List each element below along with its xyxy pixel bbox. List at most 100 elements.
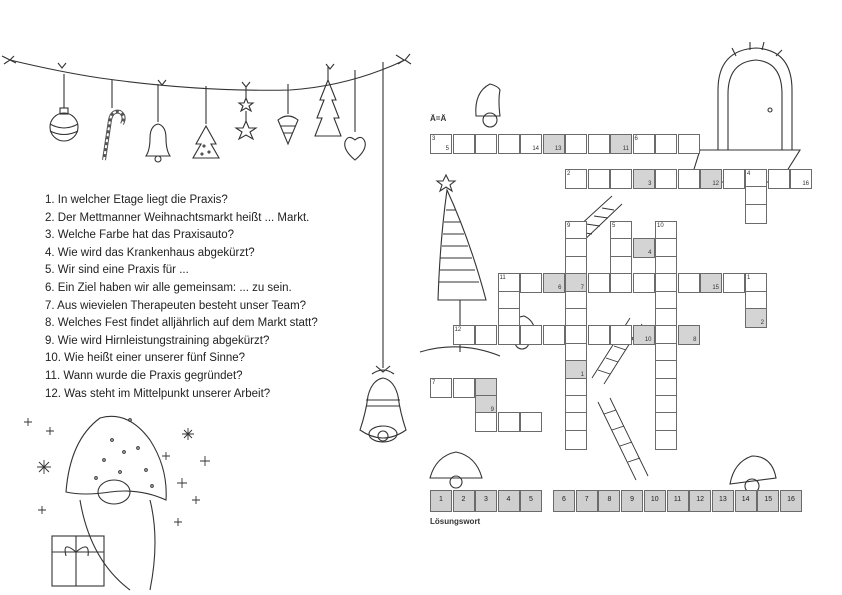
crossword-cell[interactable] xyxy=(655,168,677,189)
solution-number: 8 xyxy=(607,496,612,503)
question-item: 11. Wann wurde die Praxis gegründet? xyxy=(45,369,243,382)
solution-cell[interactable]: 7 xyxy=(575,490,598,512)
solution-cell[interactable]: 10 xyxy=(643,490,666,512)
crossword-cell[interactable] xyxy=(610,168,632,189)
crossword-cell[interactable]: 11 xyxy=(610,134,632,154)
crossword-cell[interactable] xyxy=(497,412,520,433)
solution-number: 15 xyxy=(764,496,773,503)
crossword-cell[interactable] xyxy=(542,325,565,346)
crossword-cell[interactable]: 12 xyxy=(452,325,475,346)
crossword-cell[interactable] xyxy=(565,429,587,450)
crossword-cell[interactable] xyxy=(677,168,700,189)
heart-icon xyxy=(344,70,366,161)
solution-cell[interactable]: 4 xyxy=(497,490,520,512)
crossword-cell[interactable]: 16 xyxy=(790,168,812,189)
crossword-cell[interactable] xyxy=(497,325,520,346)
clue-number: 6 xyxy=(634,136,638,142)
crossword-cell[interactable]: 7 xyxy=(565,273,587,294)
question-item: 5. Wir sind eine Praxis für ... xyxy=(45,264,189,277)
solution-cell[interactable]: 6 xyxy=(553,490,575,512)
crossword-cell[interactable] xyxy=(587,168,610,189)
clue-number: 5 xyxy=(612,223,616,229)
gnome-icon xyxy=(51,415,167,591)
crossword-cell[interactable] xyxy=(677,134,700,154)
crossword-cell[interactable]: 4 xyxy=(632,238,655,259)
umlaut-note: Ä=Ä xyxy=(430,114,447,123)
solution-cell[interactable]: 3 xyxy=(475,490,497,512)
solution-cell[interactable]: 8 xyxy=(598,490,621,512)
solution-cell[interactable]: 9 xyxy=(621,490,644,512)
crossword-cell[interactable]: 7 xyxy=(430,377,452,398)
crossword-cell[interactable] xyxy=(655,134,677,154)
crossword-cell[interactable] xyxy=(475,412,497,433)
crossword-cell[interactable] xyxy=(452,134,475,154)
crossword-cell[interactable] xyxy=(587,273,610,294)
solution-number: 16 xyxy=(787,496,795,503)
crossword-cell[interactable] xyxy=(587,134,610,154)
solution-number: 6 xyxy=(562,496,566,503)
crossword-cell[interactable]: 2 xyxy=(565,168,587,189)
crossword-cell[interactable] xyxy=(655,429,677,450)
crossword-cell[interactable]: 8 xyxy=(677,325,700,346)
solution-cell[interactable]: 13 xyxy=(711,490,734,512)
crossword-cell[interactable] xyxy=(745,203,767,224)
solution-number: 12 xyxy=(696,496,705,503)
crossword-cell[interactable]: 6 xyxy=(632,134,655,154)
solution-number: 4 xyxy=(506,496,511,503)
crossword-cell[interactable] xyxy=(587,325,610,346)
crossword-cell[interactable] xyxy=(632,273,655,294)
crossword-cell[interactable]: 12 xyxy=(700,168,722,189)
solution-index: 4 xyxy=(648,250,652,257)
crossword-cell[interactable] xyxy=(520,412,542,433)
crossword-cell[interactable]: 9 xyxy=(565,221,587,241)
clue-number: 9 xyxy=(567,223,571,229)
crossword-cell[interactable]: 13 xyxy=(542,134,565,154)
solution-cell[interactable]: 1 xyxy=(430,490,452,512)
crossword-cell[interactable] xyxy=(565,134,587,154)
solution-cell[interactable]: 12 xyxy=(689,490,712,512)
solution-cell[interactable]: 14 xyxy=(734,490,757,512)
question-item: 9. Wie wird Hirnleistungstraining abgekü… xyxy=(45,334,270,347)
crossword-cell[interactable] xyxy=(520,273,542,294)
solution-index: 7 xyxy=(580,285,584,292)
crossword-cell[interactable] xyxy=(452,377,475,398)
crossword-cell[interactable]: 3 xyxy=(632,168,655,189)
clue-number: 10 xyxy=(657,223,664,229)
clue-number: 3 xyxy=(432,136,436,142)
crossword-cell[interactable] xyxy=(475,325,497,346)
crossword-cell[interactable]: 10 xyxy=(632,325,655,346)
clue-number: 2 xyxy=(567,170,571,177)
crossword-cell[interactable] xyxy=(722,273,745,294)
crossword-cell[interactable] xyxy=(767,168,790,189)
bell-icon xyxy=(359,62,407,443)
crossword-cell[interactable] xyxy=(677,273,700,294)
crossword-cell[interactable]: 2 xyxy=(745,308,767,328)
solution-number: 7 xyxy=(584,496,589,503)
crossword-cell[interactable]: 6 xyxy=(542,273,565,294)
solution-number: 13 xyxy=(718,496,727,503)
solution-cell[interactable]: 5 xyxy=(520,490,542,512)
door-icon xyxy=(689,41,801,183)
sparkle-icon xyxy=(24,418,210,526)
question-item: 4. Wie wird das Krankenhaus abgekürzt? xyxy=(45,246,255,259)
solution-index: 10 xyxy=(644,337,652,344)
crossword-cell[interactable] xyxy=(722,168,745,189)
crossword-cell[interactable]: 14 xyxy=(520,134,542,154)
ornament-icon xyxy=(49,74,79,142)
question-item: 12. Was steht im Mittelpunkt unserer Arb… xyxy=(45,387,271,400)
crossword-cell[interactable] xyxy=(475,134,497,154)
crossword-cell[interactable] xyxy=(610,325,632,346)
solution-index: 5 xyxy=(445,146,449,152)
solution-cell[interactable]: 11 xyxy=(666,490,689,512)
crossword-cell[interactable] xyxy=(520,325,542,346)
crossword-cell[interactable] xyxy=(610,273,632,294)
solution-cell[interactable]: 15 xyxy=(757,490,780,512)
solution-cell[interactable]: 16 xyxy=(780,490,802,512)
crossword-cell[interactable] xyxy=(497,134,520,154)
solution-number: 11 xyxy=(673,496,682,503)
crossword-cell[interactable]: 15 xyxy=(700,273,722,294)
solution-cell[interactable]: 2 xyxy=(452,490,475,512)
solution-number: 9 xyxy=(630,496,635,503)
solution-index: 6 xyxy=(558,285,562,292)
